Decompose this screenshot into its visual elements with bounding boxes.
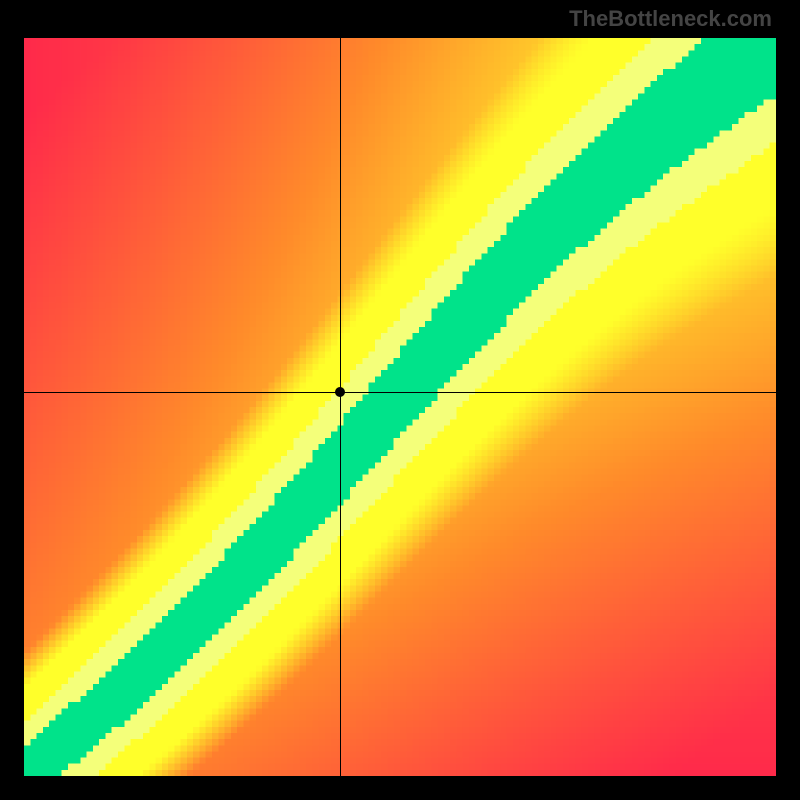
marker-dot: [335, 387, 345, 397]
crosshair-vertical: [340, 38, 341, 776]
chart-frame: TheBottleneck.com: [0, 0, 800, 800]
heatmap-canvas: [24, 38, 776, 776]
watermark-text: TheBottleneck.com: [569, 6, 772, 32]
heatmap-plot: [24, 38, 776, 776]
crosshair-horizontal: [24, 392, 776, 393]
